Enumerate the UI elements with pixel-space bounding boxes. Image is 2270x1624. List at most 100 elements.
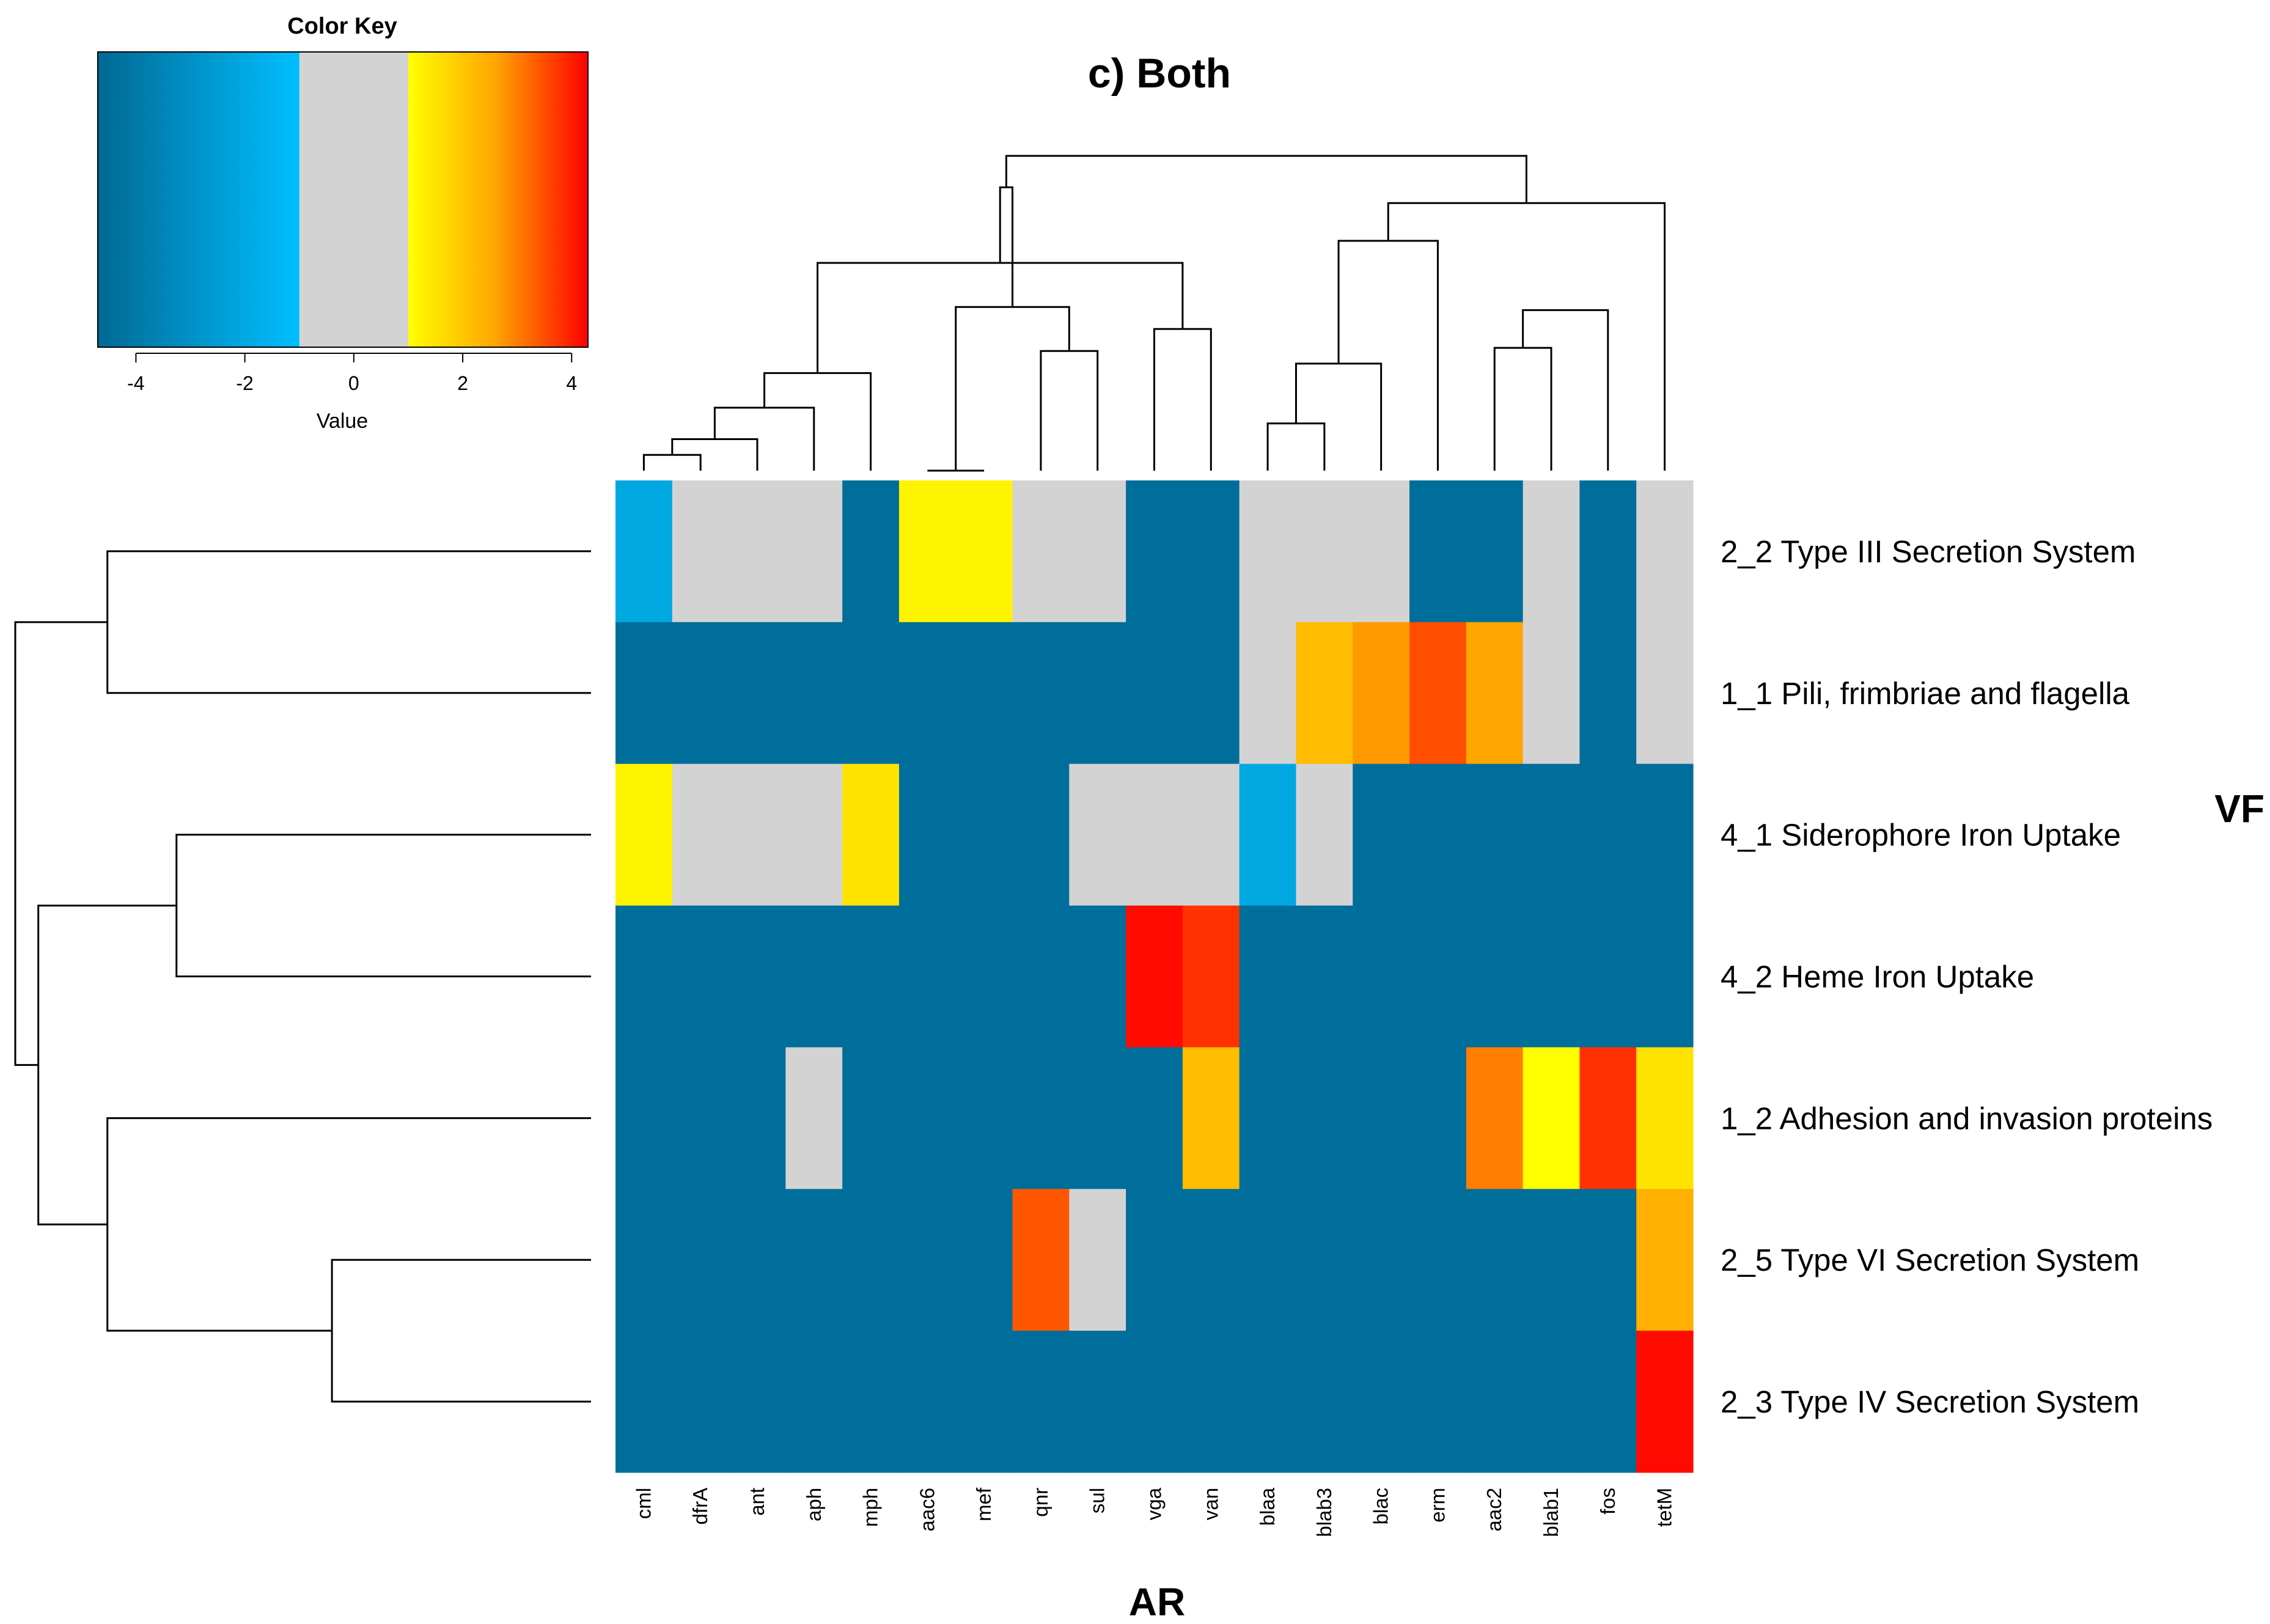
heatmap-cell xyxy=(672,1047,730,1189)
column-label: mef xyxy=(972,1487,995,1521)
heatmap-cell xyxy=(955,905,1013,1048)
heatmap-cell xyxy=(785,905,843,1048)
heatmap-cell xyxy=(1239,622,1297,765)
heatmap-cell xyxy=(615,622,673,765)
x-axis-label: AR xyxy=(1129,1580,1185,1624)
heatmap-cell xyxy=(729,480,786,623)
heatmap-cell xyxy=(1523,622,1581,765)
column-dendrogram-branch xyxy=(817,262,1184,373)
heatmap-cell xyxy=(1069,480,1126,623)
heatmap-cell xyxy=(1012,905,1070,1048)
heatmap-cell xyxy=(955,1189,1013,1331)
heatmap-cell xyxy=(615,905,673,1048)
heatmap-cell xyxy=(1523,1331,1581,1473)
column-label: ant xyxy=(746,1488,768,1516)
heatmap-cell xyxy=(1296,1189,1353,1331)
heatmap-cell xyxy=(1239,1189,1297,1331)
heatmap-cell xyxy=(1579,1189,1637,1331)
heatmap-cell xyxy=(1466,1331,1524,1473)
column-dendrogram-branch xyxy=(1387,202,1666,471)
column-labels: cml dfrA ant aph mph aac6 mef qnr sul vga van blaa b… xyxy=(632,1487,1675,1537)
heatmap-cell xyxy=(672,905,730,1048)
heatmap-cell xyxy=(1579,1047,1637,1189)
heatmap-cell xyxy=(1012,622,1070,765)
column-dendrogram-branch xyxy=(1005,155,1527,204)
heatmap-cell xyxy=(898,1047,957,1189)
heatmap-cell xyxy=(842,1047,900,1189)
heatmap-cell xyxy=(1409,1047,1467,1189)
heatmap-cell xyxy=(1296,480,1353,623)
heatmap-cell xyxy=(1239,905,1297,1048)
heatmap-cell xyxy=(1239,763,1297,906)
heatmap-cell xyxy=(1353,1047,1410,1189)
heatmap-cell xyxy=(1353,1331,1410,1473)
column-dendrogram xyxy=(642,155,1666,472)
heatmap-cell xyxy=(615,1047,673,1189)
heatmap-cell xyxy=(1182,1047,1240,1189)
color-key: Color Key -4 -2 0 2 4 Value xyxy=(97,13,589,433)
color-key-tick-label: -4 xyxy=(127,372,144,394)
heatmap-cell xyxy=(1182,622,1240,765)
heatmap-cell xyxy=(1239,1047,1297,1189)
heatmap-cell xyxy=(1523,480,1581,623)
heatmap-cell xyxy=(1636,1331,1694,1473)
heatmap-cell xyxy=(615,763,673,906)
heatmap-cell xyxy=(1296,622,1353,765)
heatmap-cell xyxy=(955,480,1013,623)
heatmap-cell xyxy=(729,1331,786,1473)
heatmap-cell xyxy=(1182,763,1240,906)
heatmap-cell xyxy=(898,480,957,623)
heatmap-cell xyxy=(1523,905,1581,1048)
heatmap-cell xyxy=(1409,1189,1467,1331)
heatmap-cell xyxy=(785,1331,843,1473)
heatmap-cell xyxy=(1523,1047,1581,1189)
heatmap-cell xyxy=(898,1189,957,1331)
heatmap-cell xyxy=(1353,905,1410,1048)
column-dendrogram-branch xyxy=(955,306,1070,471)
heatmap-cell xyxy=(1182,1331,1240,1473)
color-key-title: Color Key xyxy=(287,13,397,39)
heatmap-cell xyxy=(842,905,900,1048)
row-dendrogram-branch xyxy=(106,1117,591,1332)
heatmap-cell xyxy=(615,480,673,623)
heatmap-cell xyxy=(1126,622,1183,765)
heatmap-cell xyxy=(1012,1047,1070,1189)
heatmap-cell xyxy=(1126,480,1183,623)
column-label: mph xyxy=(859,1488,882,1527)
column-label: erm xyxy=(1426,1488,1449,1523)
heatmap-cell xyxy=(842,1189,900,1331)
heatmap-cell xyxy=(1182,1189,1240,1331)
column-label: dfrA xyxy=(689,1488,711,1525)
column-label: blab1 xyxy=(1540,1488,1562,1537)
heatmap-cell xyxy=(785,763,843,906)
column-dendrogram-branch xyxy=(642,454,702,471)
heatmap-cell xyxy=(672,622,730,765)
heatmap-cell xyxy=(615,1189,673,1331)
row-label: 2_2 Type III Secretion System xyxy=(1721,534,2136,569)
heatmap-cell xyxy=(729,622,786,765)
heatmap-cell xyxy=(1523,1189,1581,1331)
row-dendrogram-branch xyxy=(175,834,591,977)
heatmap-cell xyxy=(1353,763,1410,906)
heatmap-cell xyxy=(842,763,900,906)
heatmap-cell xyxy=(955,1331,1013,1473)
heatmap-cell xyxy=(1579,905,1637,1048)
row-dendrogram-branch xyxy=(106,550,591,694)
column-label: tetM xyxy=(1653,1488,1676,1527)
color-key-ticks: -4 -2 0 2 4 xyxy=(127,353,577,394)
heatmap-cell xyxy=(1636,480,1694,623)
heatmap-cell xyxy=(1353,480,1410,623)
heatmap-cell xyxy=(1409,763,1467,906)
color-key-tick-label: 0 xyxy=(348,372,359,394)
heatmap-cell xyxy=(1069,905,1126,1048)
heatmap-cell xyxy=(1296,1331,1353,1473)
column-label: qnr xyxy=(1029,1488,1052,1517)
column-dendrogram-branch xyxy=(1337,240,1439,471)
column-dendrogram-branch xyxy=(1493,347,1552,471)
heatmap-cell xyxy=(1012,1331,1070,1473)
color-key-tick-label: 2 xyxy=(457,372,468,394)
heatmap-cell xyxy=(1069,1047,1126,1189)
heatmap-cell xyxy=(1182,905,1240,1048)
heatmap-cell xyxy=(1239,1331,1297,1473)
